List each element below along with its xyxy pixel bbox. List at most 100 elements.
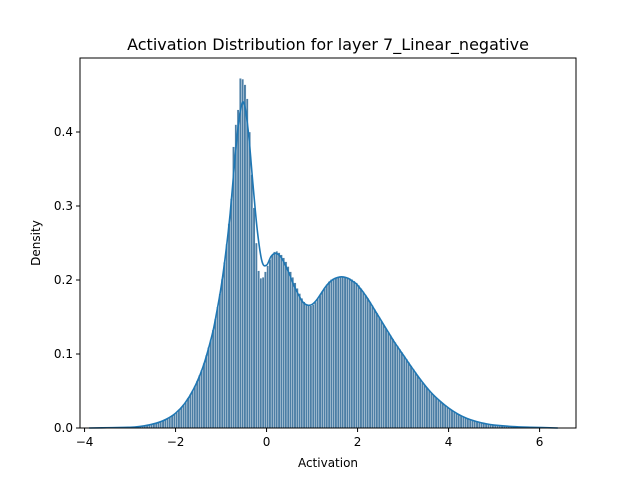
- histogram-bar: [214, 318, 217, 429]
- x-tick-label: 6: [536, 435, 544, 449]
- y-tick-label: 0.2: [54, 273, 73, 287]
- histogram-bar: [252, 207, 256, 429]
- histogram-bar: [439, 401, 442, 429]
- histogram-bar: [239, 78, 242, 429]
- histogram-bar: [173, 413, 176, 429]
- histogram-bar: [275, 250, 279, 429]
- histogram-bar: [386, 331, 390, 429]
- histogram-bar: [373, 309, 376, 429]
- histogram-bar: [416, 375, 420, 429]
- histogram-bar: [202, 363, 206, 429]
- histogram-bar: [407, 362, 411, 429]
- histogram-bar: [266, 265, 270, 429]
- histogram-bar: [184, 401, 188, 429]
- histogram-bar: [216, 306, 219, 429]
- histogram-bar: [389, 335, 392, 429]
- histogram-bar: [200, 369, 204, 429]
- histogram-bar: [396, 345, 399, 429]
- histogram-bar: [332, 278, 336, 429]
- histogram-bar: [462, 416, 465, 429]
- histogram-bar: [412, 368, 415, 429]
- x-tick-label: −4: [76, 435, 94, 449]
- histogram-bar: [314, 301, 317, 429]
- histogram-bar: [423, 384, 427, 429]
- histogram-bar: [302, 301, 306, 429]
- histogram-bar: [320, 291, 324, 429]
- histogram-bar: [293, 282, 297, 429]
- histogram-bar: [318, 294, 322, 429]
- histogram-bar: [382, 324, 386, 429]
- histogram-bar: [223, 262, 226, 429]
- histogram-bar: [204, 355, 208, 429]
- histogram-bar: [198, 375, 201, 429]
- histogram-bar: [330, 279, 333, 429]
- histogram-bar: [391, 338, 395, 429]
- histogram-bar: [289, 271, 292, 429]
- histogram-bar: [248, 131, 251, 429]
- histogram-bar: [323, 287, 326, 429]
- histogram-bar: [443, 405, 447, 429]
- histogram-bar: [243, 84, 247, 429]
- histogram-bar: [414, 372, 417, 429]
- histogram-bar: [227, 223, 231, 429]
- histogram-bar: [268, 259, 272, 429]
- y-axis-ticks: 0.0 0.1 0.2 0.3 0.4: [54, 125, 80, 435]
- histogram-bar: [452, 411, 456, 429]
- histogram-bar: [398, 348, 401, 429]
- histogram-bar: [170, 415, 174, 429]
- plot-frame: [79, 57, 577, 429]
- histogram-bar: [448, 408, 452, 429]
- histogram-bar: [421, 381, 424, 429]
- histogram-bar: [366, 297, 370, 429]
- histogram-bar: [375, 312, 379, 429]
- histogram-bar: [457, 414, 461, 429]
- histogram-bar: [327, 281, 331, 429]
- histogram-bar: [220, 278, 224, 429]
- histogram-bar: [175, 411, 179, 429]
- histogram-bar: [236, 109, 240, 429]
- histogram-bar: [250, 174, 254, 429]
- histogram-bar: [336, 276, 340, 429]
- histogram-bar: [295, 288, 299, 429]
- histogram-bar: [334, 277, 338, 429]
- histogram-bar: [286, 266, 290, 429]
- histogram-bar: [257, 270, 260, 429]
- x-axis-label: Activation: [298, 456, 358, 470]
- kde-curve: [89, 101, 558, 429]
- histogram-bar: [432, 394, 436, 429]
- histogram-bar: [380, 320, 383, 429]
- x-tick-label: 4: [445, 435, 453, 449]
- y-axis-label: Density: [29, 220, 43, 266]
- histogram-bar: [377, 316, 381, 429]
- histogram-bar: [464, 417, 467, 429]
- histogram-bar: [207, 347, 210, 429]
- histogram-bar: [316, 298, 320, 429]
- x-axis-ticks: −4 −2 0 2 4 6: [76, 428, 544, 449]
- histogram-bar: [450, 410, 454, 429]
- histogram-bar: [195, 380, 199, 429]
- histogram-bar: [193, 385, 197, 429]
- histogram-bar: [400, 352, 404, 429]
- y-tick-label: 0.4: [54, 125, 73, 139]
- histogram-bar: [273, 251, 276, 429]
- histogram-bar: [405, 358, 408, 429]
- histogram-bar: [211, 329, 215, 429]
- histogram-bar: [348, 278, 351, 429]
- histogram-bar: [346, 277, 349, 429]
- histogram-bar: [264, 271, 267, 429]
- histogram-bar: [368, 301, 372, 429]
- y-tick-label: 0.1: [54, 347, 73, 361]
- histogram-bar: [259, 277, 263, 429]
- histogram-bar: [441, 403, 445, 429]
- histogram-bar: [309, 305, 313, 429]
- histogram-bar: [191, 390, 194, 429]
- histogram-bar: [371, 305, 374, 429]
- histogram-bar: [189, 394, 192, 429]
- kde-curve-group: [89, 101, 558, 429]
- histogram-bar: [284, 261, 288, 429]
- histogram-bar: [455, 413, 458, 429]
- y-tick-label: 0.0: [54, 421, 73, 435]
- histogram-bar: [418, 378, 422, 429]
- histogram-bar: [245, 98, 249, 429]
